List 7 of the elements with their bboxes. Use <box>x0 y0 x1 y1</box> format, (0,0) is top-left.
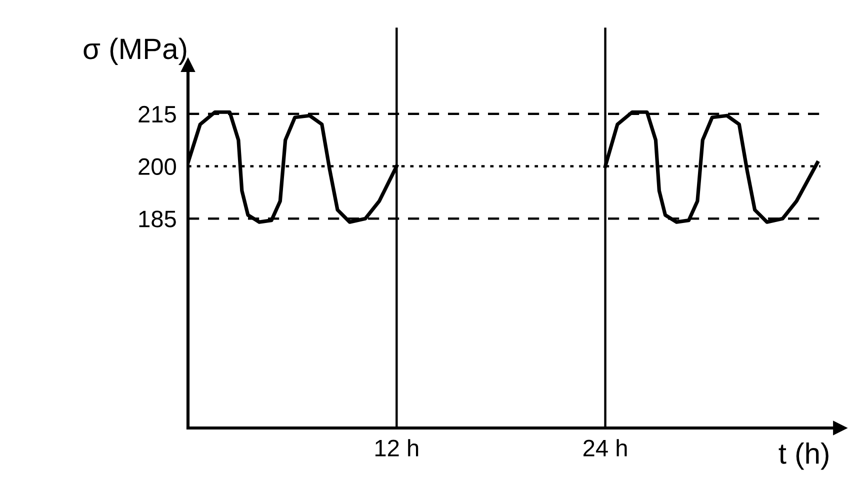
x-tick-label: 24 h <box>583 439 627 456</box>
y-tick-label: 185 <box>139 210 176 228</box>
y-tick-label: 200 <box>138 158 176 176</box>
x-axis-title: t (h) <box>778 442 828 470</box>
x-tick-label: 12 h <box>375 439 418 456</box>
y-tick-label: 215 <box>138 106 176 123</box>
y-axis-title: σ (MPa) <box>84 38 186 65</box>
